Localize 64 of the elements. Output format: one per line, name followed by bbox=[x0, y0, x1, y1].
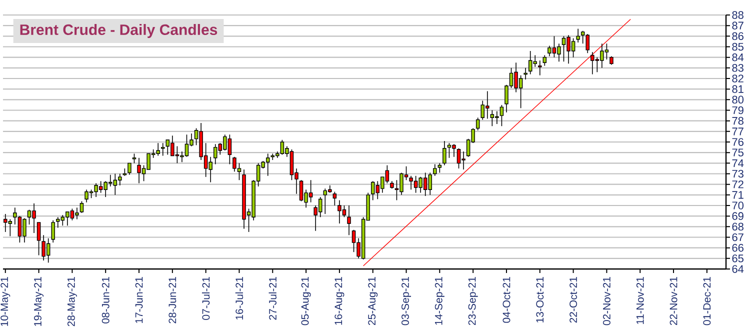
y-tick-label: 76 bbox=[732, 138, 744, 146]
y-tick-label: 82 bbox=[732, 74, 744, 82]
candlestick bbox=[524, 68, 528, 80]
y-tick-label: 73 bbox=[732, 170, 744, 178]
x-tick-label: 04-Oct-21 bbox=[502, 277, 510, 323]
x-tick-label: 02-Nov-21 bbox=[602, 277, 610, 326]
y-tick-label: 79 bbox=[732, 106, 744, 114]
candlestick bbox=[433, 164, 437, 176]
candlestick bbox=[442, 140, 446, 166]
y-tick-label: 84 bbox=[732, 53, 744, 62]
x-tick-label: 01-Dec-21 bbox=[703, 277, 711, 326]
x-tick-label: 05-Aug-21 bbox=[301, 277, 311, 326]
y-tick-label: 83 bbox=[732, 64, 744, 72]
x-tick-label: 22-Oct-21 bbox=[570, 277, 578, 323]
x-tick-label: 22-Nov-21 bbox=[670, 277, 678, 326]
candlestick bbox=[332, 191, 337, 206]
y-tick-label: 66 bbox=[732, 244, 744, 252]
y-tick-label: 77 bbox=[732, 128, 744, 136]
candlestick bbox=[500, 104, 504, 127]
x-tick-label: 25-Aug-21 bbox=[368, 277, 378, 326]
x-tick-label: 16-Aug-21 bbox=[334, 277, 344, 325]
x-tick-label: 14-Sep-21 bbox=[434, 277, 444, 325]
y-tick-label: 69 bbox=[732, 212, 744, 220]
y-tick-label: 87 bbox=[732, 22, 744, 30]
y-tick-label: 86 bbox=[732, 32, 744, 40]
y-tick-label: 67 bbox=[732, 233, 744, 242]
x-tick-label: 10-May-21 bbox=[0, 277, 10, 326]
y-tick-label: 74 bbox=[732, 159, 744, 167]
candlestick bbox=[51, 220, 55, 243]
text: Brent Crude - Daily Candles bbox=[20, 24, 218, 38]
candlestick bbox=[542, 54, 547, 66]
x-tick-label: 03-Sep-21 bbox=[402, 277, 412, 326]
y-tick-label: 68 bbox=[732, 222, 744, 231]
candlestick bbox=[36, 222, 41, 256]
y-tick-label: 71 bbox=[732, 191, 744, 199]
candlestick bbox=[80, 200, 84, 214]
x-tick-label: 19-May-21 bbox=[34, 277, 44, 326]
candlestick bbox=[476, 117, 480, 131]
candlestick bbox=[132, 153, 136, 164]
candlestick bbox=[347, 205, 351, 236]
x-tick-label: 23-Sep-21 bbox=[468, 277, 478, 326]
x-tick-label: 17-Jun-21 bbox=[135, 277, 143, 324]
candlestick bbox=[128, 162, 132, 176]
y-tick-label: 75 bbox=[732, 148, 744, 156]
y-tick-label: 65 bbox=[732, 254, 744, 262]
x-tick-label: 28-Jun-21 bbox=[168, 277, 176, 324]
y-tick-label: 72 bbox=[732, 180, 744, 188]
y-tick-label: 64 bbox=[732, 265, 744, 273]
x-tick-label: 16-Jul-21 bbox=[235, 277, 244, 320]
x-tick-label: 13-Oct-21 bbox=[536, 277, 544, 322]
y-tick-label: 78 bbox=[732, 116, 744, 125]
candlestick bbox=[538, 60, 542, 76]
candlestick bbox=[576, 28, 580, 43]
y-tick-label: 81 bbox=[732, 85, 744, 93]
x-tick-label: 27-Jul-21 bbox=[268, 277, 276, 320]
x-tick-label: 11-Nov-21 bbox=[636, 277, 644, 324]
x-tick-label: 28-May-21 bbox=[67, 277, 77, 326]
candlestick bbox=[161, 142, 165, 156]
x-tick-label: 07-Jul-21 bbox=[202, 277, 210, 320]
y-tick-label: 88 bbox=[732, 11, 744, 19]
y-tick-label: 70 bbox=[732, 202, 744, 210]
y-tick-label: 80 bbox=[732, 96, 744, 104]
y-tick-label: 85 bbox=[732, 42, 744, 51]
x-tick-label: 08-Jun-21 bbox=[102, 277, 110, 324]
